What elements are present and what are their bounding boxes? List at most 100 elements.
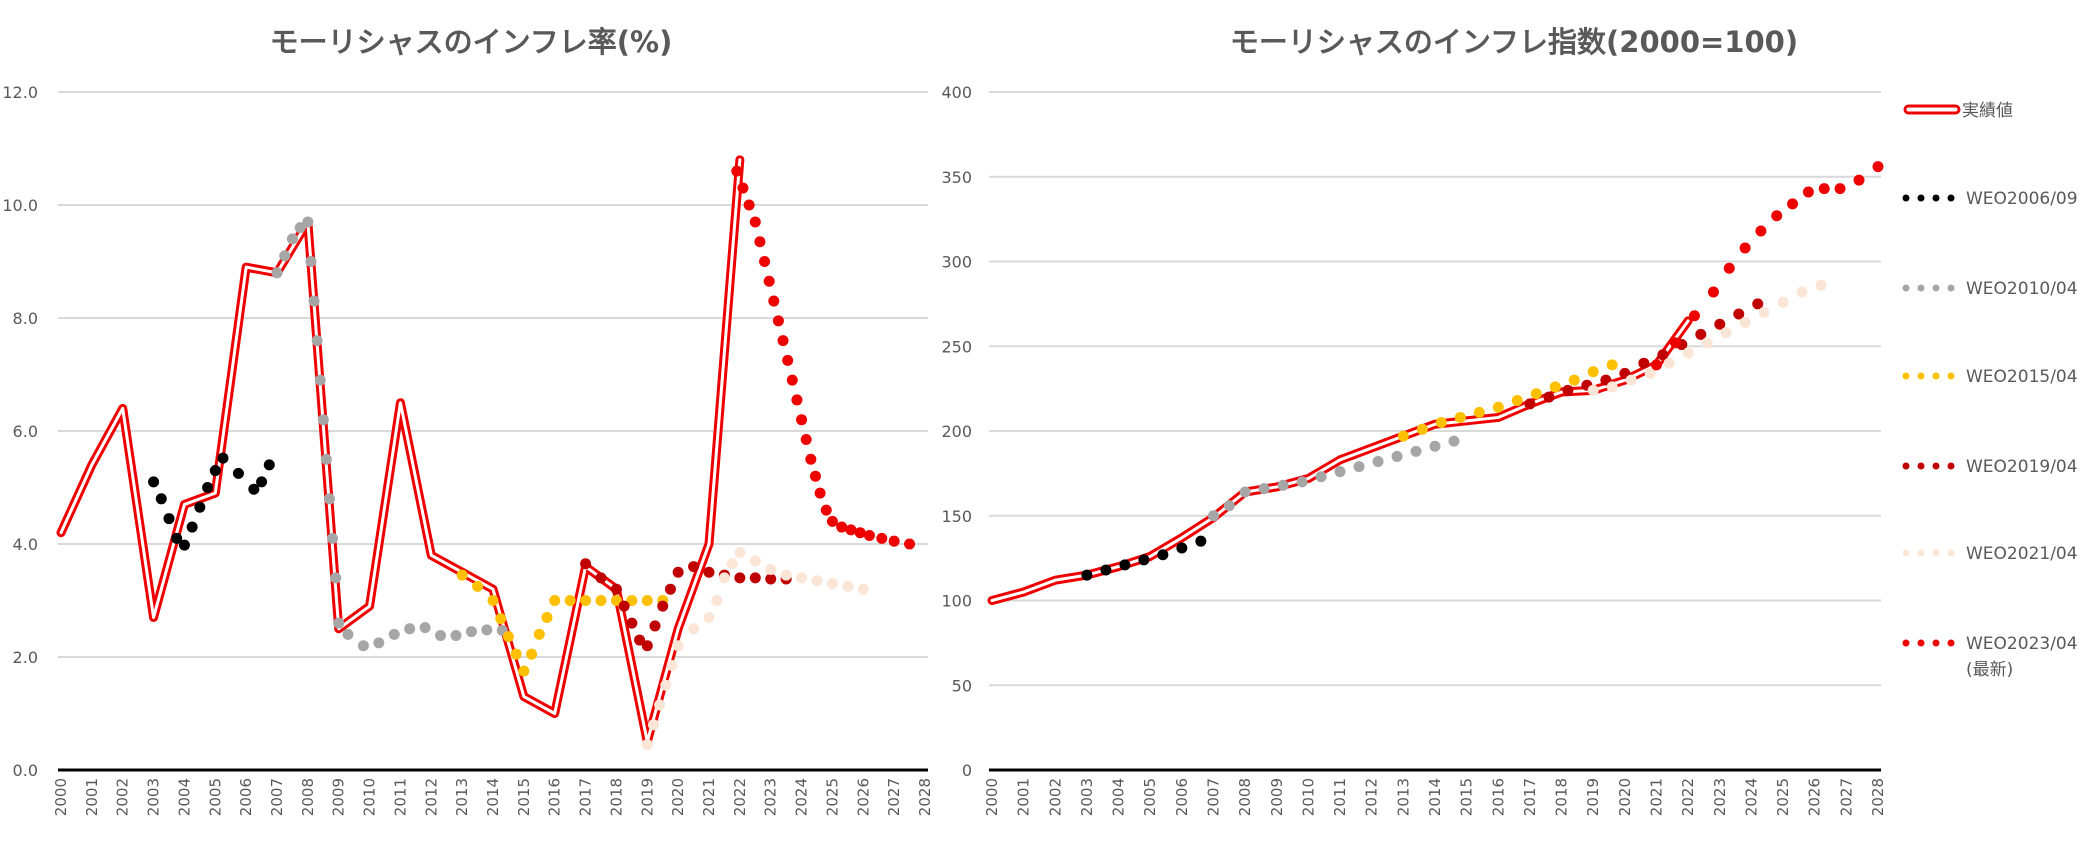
x-tick-label: 2003 (1078, 778, 1096, 816)
data-point (1802, 186, 1814, 198)
y-tick-label: 10.0 (2, 196, 38, 215)
legend-swatch (1902, 549, 1955, 557)
legend-dot (1932, 462, 1940, 470)
data-point (305, 256, 317, 267)
data-point (256, 476, 268, 488)
data-point (311, 335, 323, 347)
data-point (1625, 374, 1637, 386)
legend-dot (1902, 194, 1910, 202)
x-tick-label: 2013 (1394, 778, 1412, 816)
data-point (765, 573, 777, 585)
data-point (333, 617, 345, 629)
data-point (1638, 357, 1650, 369)
data-point (1739, 242, 1751, 254)
data-point (1739, 317, 1751, 329)
data-point (1669, 337, 1681, 349)
data-point (749, 572, 761, 584)
data-point (734, 546, 746, 558)
data-point (595, 595, 607, 606)
data-point (1682, 347, 1694, 359)
data-point (1473, 406, 1485, 418)
data-point (703, 566, 715, 578)
legend-dot (1947, 462, 1955, 470)
data-point (1644, 367, 1656, 379)
data-point (842, 580, 854, 592)
data-point (641, 640, 653, 652)
data-point (1081, 569, 1093, 581)
x-tick-label: 2026 (1806, 778, 1824, 816)
data-point (317, 414, 329, 426)
x-tick-label: 2009 (330, 778, 348, 816)
data-point (654, 699, 666, 711)
data-point (703, 611, 715, 623)
x-tick-label: 2014 (484, 778, 502, 816)
data-point (294, 222, 306, 234)
x-tick-label: 2001 (83, 778, 101, 816)
data-point (1429, 440, 1441, 452)
data-point (626, 595, 638, 606)
data-point (342, 628, 354, 640)
data-point (1524, 398, 1536, 410)
data-point (419, 622, 431, 634)
x-tick-label: 2006 (1173, 778, 1191, 816)
legend-label: WEO2015/04 (1966, 367, 2078, 387)
data-point (786, 374, 798, 386)
data-point (610, 583, 622, 595)
data-point (357, 640, 369, 652)
series-weo2021-04 (1587, 279, 1827, 396)
x-tick-label: 2016 (1489, 778, 1507, 816)
x-tick-label: 2000 (52, 778, 70, 816)
legend-swatch (1902, 639, 1955, 647)
data-point (718, 572, 730, 584)
legend-dot (1932, 549, 1940, 557)
data-point (308, 295, 320, 307)
series-weo2023-04 (1651, 161, 1884, 371)
x-tick-label: 2019 (638, 778, 656, 816)
data-point (777, 335, 789, 347)
x-tick-label: 2004 (175, 778, 193, 816)
data-point (1223, 500, 1235, 512)
x-tick-label: 2019 (1584, 778, 1602, 816)
x-tick-label: 2002 (1046, 778, 1064, 816)
series-actual (987, 316, 1693, 605)
data-point (518, 665, 530, 677)
legend-dot (1917, 194, 1925, 202)
y-tick-label: 50 (952, 676, 972, 695)
legend-dot (1917, 549, 1925, 557)
data-point (904, 538, 916, 550)
data-point (1688, 310, 1700, 322)
legend-dot (1932, 284, 1940, 292)
data-point (1651, 359, 1662, 371)
data-point (647, 719, 659, 731)
data-point (796, 572, 808, 584)
data-point (672, 640, 684, 652)
data-point (202, 482, 214, 493)
legend-dot (1917, 462, 1925, 470)
data-point (564, 595, 576, 606)
data-point (791, 394, 803, 406)
legend-dot (1947, 639, 1955, 647)
data-point (302, 216, 314, 228)
x-tick-label: 2021 (1648, 778, 1666, 816)
data-point (754, 236, 766, 248)
data-point (1410, 445, 1422, 457)
data-point (1448, 435, 1460, 447)
data-point (163, 513, 175, 525)
legend-dot (1932, 194, 1940, 202)
data-point (1530, 388, 1542, 400)
x-tick-label: 2007 (268, 778, 286, 816)
data-point (194, 501, 206, 513)
data-point (1100, 564, 1112, 576)
x-tick-label: 2028 (1869, 778, 1887, 816)
data-point (510, 648, 522, 660)
legend-label: 実績値 (1962, 101, 2013, 121)
data-point (1818, 183, 1830, 195)
data-point (1397, 430, 1409, 442)
data-point (800, 433, 812, 445)
x-tick-label: 2014 (1426, 778, 1444, 816)
data-point (857, 583, 869, 595)
data-point (248, 483, 260, 495)
data-point (1733, 308, 1745, 320)
data-point (743, 199, 755, 211)
data-point (734, 572, 746, 584)
